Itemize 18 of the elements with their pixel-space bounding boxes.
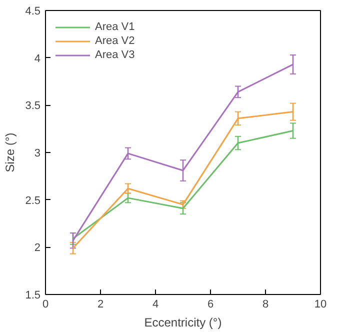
y-axis-title: Size (°) — [3, 132, 18, 172]
x-tick-label: 8 — [262, 298, 269, 310]
y-tick-label: 2.5 — [25, 194, 41, 207]
x-tick-label: 0 — [42, 298, 49, 310]
legend-label: Area V2 — [95, 34, 135, 48]
legend-label: Area V3 — [95, 48, 135, 62]
y-tick-label: 1.5 — [25, 290, 41, 302]
x-tick-label: 4 — [152, 298, 159, 310]
x-axis-title: Eccentricity (°) — [144, 316, 222, 330]
x-tick-label: 10 — [314, 298, 327, 310]
y-tick-label: 3.5 — [25, 100, 41, 112]
y-tick-label: 4.5 — [25, 6, 41, 18]
y-tick-label: 3 — [34, 148, 41, 160]
x-tick-label: 6 — [207, 298, 214, 310]
x-tick-label: 2 — [97, 298, 104, 310]
y-tick-label: 4 — [34, 52, 41, 65]
y-tick-label: 2 — [34, 242, 41, 254]
legend-label: Area V1 — [95, 20, 135, 34]
